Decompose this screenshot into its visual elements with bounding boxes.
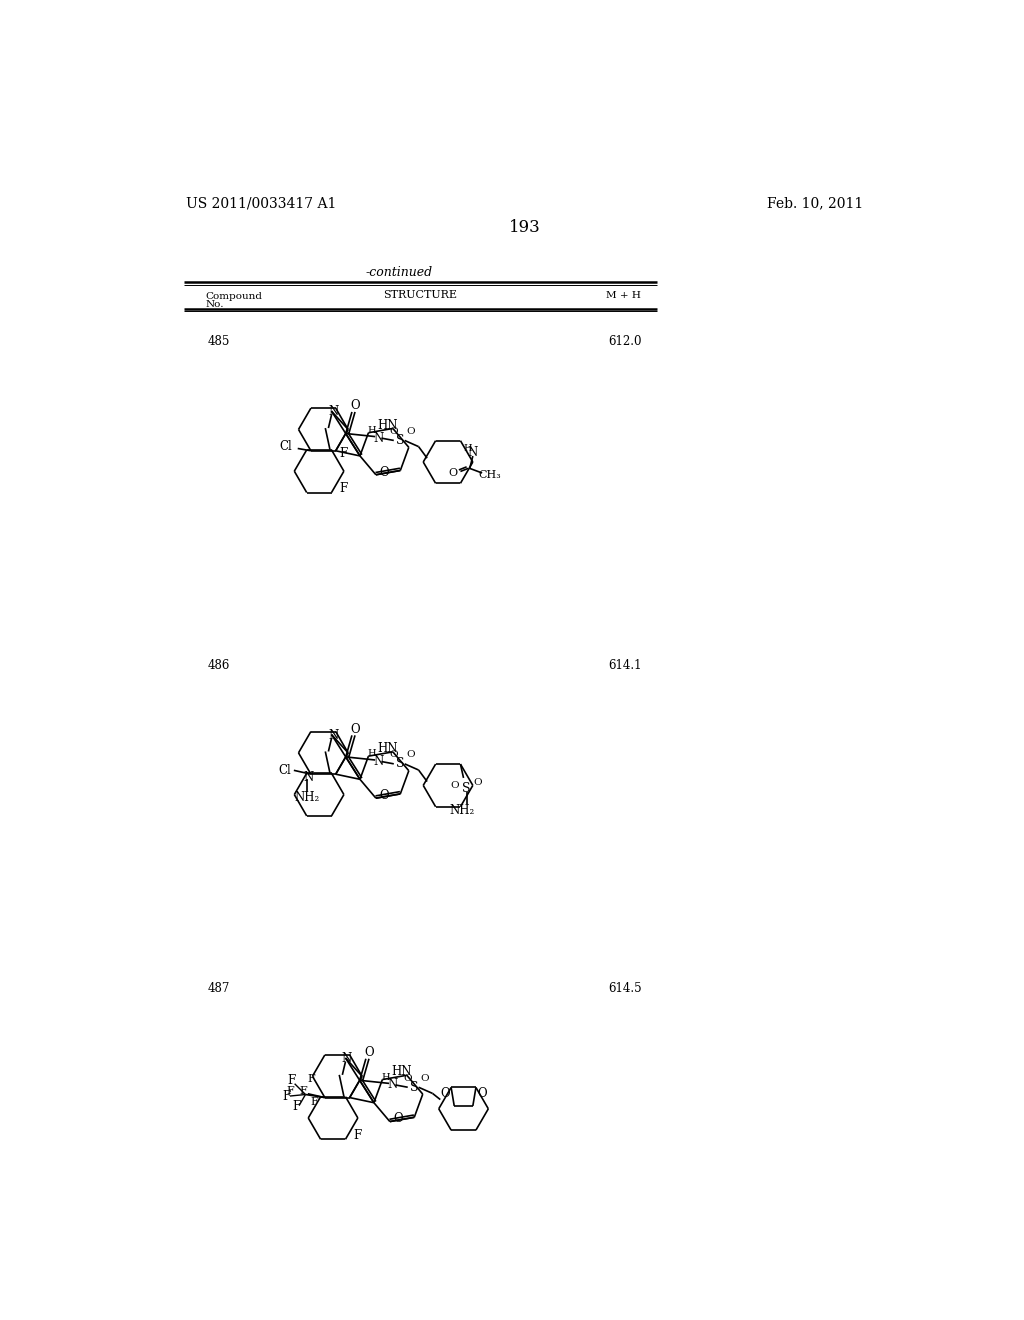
Text: F: F [339,482,347,495]
Text: STRUCTURE: STRUCTURE [383,290,457,301]
Text: O: O [350,722,359,735]
Text: N: N [328,405,338,418]
Text: F: F [283,1089,291,1102]
Text: Cl: Cl [278,764,291,777]
Text: S: S [395,434,404,447]
Text: US 2011/0033417 A1: US 2011/0033417 A1 [186,197,337,210]
Text: F: F [288,1074,296,1088]
Text: H: H [464,444,472,453]
Text: F: F [299,1086,307,1097]
Text: -continued: -continued [366,265,433,279]
Text: NH₂: NH₂ [294,792,319,804]
Text: NH₂: NH₂ [450,804,474,817]
Text: F: F [307,1074,314,1084]
Text: F: F [286,1086,294,1097]
Text: O: O [421,1073,429,1082]
Text: F: F [353,1129,361,1142]
Text: O: O [350,399,359,412]
Text: S: S [463,783,471,795]
Text: N: N [328,729,338,742]
Text: O: O [450,781,459,791]
Text: F: F [310,1097,317,1107]
Text: N: N [468,446,478,459]
Text: No.: No. [206,300,224,309]
Text: H: H [368,426,377,434]
Text: O: O [403,1073,412,1082]
Text: S: S [410,1081,418,1094]
Text: 485: 485 [208,335,230,348]
Text: O: O [365,1045,374,1059]
Text: HN: HN [378,418,398,432]
Text: H: H [368,750,377,758]
Text: S: S [395,758,404,771]
Text: 612.0: 612.0 [608,335,642,348]
Text: CH₃: CH₃ [478,470,502,479]
Text: Cl: Cl [280,441,292,454]
Text: F: F [339,447,347,461]
Text: N: N [373,755,383,768]
Text: 193: 193 [509,219,541,236]
Text: HN: HN [392,1065,413,1078]
Text: N: N [303,771,313,784]
Text: 614.1: 614.1 [608,659,642,672]
Text: O: O [380,789,389,803]
Text: O: O [477,1088,487,1100]
Text: F: F [292,1101,300,1113]
Text: O: O [440,1088,450,1100]
Text: O: O [389,426,398,436]
Text: Feb. 10, 2011: Feb. 10, 2011 [767,197,863,210]
Text: O: O [394,1113,403,1126]
Text: H: H [382,1073,390,1081]
Text: O: O [380,466,389,479]
Text: O: O [449,469,458,478]
Text: O: O [473,777,482,787]
Text: 614.5: 614.5 [608,982,642,995]
Text: N: N [373,432,383,445]
Text: O: O [407,750,415,759]
Text: N: N [387,1078,397,1092]
Text: 486: 486 [208,659,230,672]
Text: O: O [389,750,398,759]
Text: HN: HN [378,742,398,755]
Text: Compound: Compound [206,292,262,301]
Text: N: N [342,1052,352,1065]
Text: M + H: M + H [606,290,641,300]
Text: O: O [407,426,415,436]
Text: 487: 487 [208,982,230,995]
